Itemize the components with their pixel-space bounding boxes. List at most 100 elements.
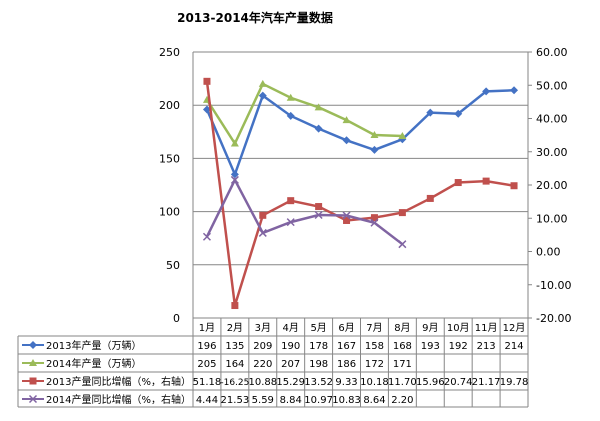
data-table-cell: 164 [225,359,244,370]
data-table-cell: 8.64 [363,395,385,406]
data-point [398,240,407,249]
legend-marker-icon [29,377,37,385]
data-point [342,116,351,124]
data-table-cell: 205 [197,359,216,370]
data-table-cell: 198 [309,359,328,370]
data-point [258,228,267,237]
left-axis-tick-label: 250 [159,46,180,59]
data-table-cell: 5.59 [252,395,274,406]
legend-marker-icon [29,359,37,366]
data-table-cell: 10.97 [304,395,333,406]
data-table-cell: 167 [337,341,356,352]
category-label: 7月 [366,322,382,334]
data-table-cell: 10.83 [332,395,361,406]
series-line-3 [205,81,515,306]
left-axis-tick-label: 0 [173,312,180,325]
data-table-cell: 196 [197,341,216,352]
data-table-cell: 51.18 [193,377,222,388]
data-point [230,170,239,179]
category-label: 8月 [394,322,410,334]
category-label: 3月 [255,322,271,334]
legend-entry: 2013年产量（万辆） [46,339,141,352]
right-axis-tick-label: 40.00 [536,113,568,126]
data-point [230,139,239,147]
data-table-cell: 171 [393,359,412,370]
category-label: 12月 [503,322,526,334]
data-point [343,216,351,224]
data-table-cell: 2.20 [391,395,413,406]
data-point [258,91,267,100]
data-point [370,130,379,138]
right-axis-tick-label: 10.00 [536,212,568,225]
data-point [342,211,351,220]
data-point [230,175,239,184]
data-table-cell: 190 [281,341,300,352]
data-point [426,194,434,202]
legend-entry: 2014产量同比增幅（%，右轴） [46,393,191,406]
category-label: 4月 [283,322,299,334]
data-point [482,87,491,96]
data-point [454,179,462,187]
data-point [231,302,239,310]
right-axis-tick-label: 30.00 [536,146,568,159]
data-table-cell: 192 [449,341,468,352]
data-point [203,77,211,85]
category-label: 9月 [422,322,438,334]
data-point [202,232,211,241]
data-point [259,211,267,219]
data-table-cell: 10.88 [248,377,277,388]
data-point [314,103,323,111]
series-line-1 [205,89,515,178]
data-point [314,124,323,133]
data-table-cell: 20.74 [444,377,473,388]
data-table-cell: 168 [393,341,412,352]
data-table-cell: 135 [225,341,244,352]
data-point [342,136,351,145]
data-point [370,214,378,222]
legend-entry: 2014年产量（万辆） [46,357,141,370]
chart-title: 2013-2014年汽车产量数据 [177,10,333,25]
left-axis-tick-label: 100 [159,206,180,219]
data-table-cell: 209 [253,341,272,352]
data-table-cell: 8.84 [280,395,302,406]
data-point [370,145,379,154]
left-axis-tick-label: 150 [159,152,180,165]
category-label: 1月 [199,322,215,334]
data-table-cell: 15.29 [276,377,305,388]
category-label: 11月 [475,322,498,334]
data-table-cell: 213 [477,341,496,352]
series-line-2 [205,82,403,147]
category-label: 5月 [310,322,326,334]
series-line-4 [205,177,404,246]
data-table-cell: -16.25 [220,378,249,388]
data-point [398,209,406,217]
data-point [426,108,435,117]
data-table-cell: 207 [281,359,300,370]
category-label: 6月 [338,322,354,334]
data-point [510,182,518,190]
data-table-cell: 4.44 [196,395,218,406]
data-point [370,218,379,227]
data-point [286,111,295,120]
right-axis-tick-label: -20.00 [536,312,571,325]
data-point [315,203,323,211]
data-point [286,218,295,227]
data-table-cell: 193 [421,341,440,352]
data-table-cell: 19.78 [500,377,529,388]
data-point [286,93,295,101]
legend-marker-icon [28,394,38,404]
data-table-cell: 178 [309,341,328,352]
data-point [314,210,323,220]
right-axis-tick-label: 60.00 [536,46,568,59]
data-table-cell: 21.17 [472,377,501,388]
data-point [482,177,490,185]
data-table-cell: 172 [365,359,384,370]
category-label: 2月 [227,322,243,334]
right-axis-tick-label: -10.00 [536,279,571,292]
left-axis-tick-label: 50 [166,259,180,272]
data-point [398,132,407,140]
right-axis-tick-label: 50.00 [536,79,568,92]
data-point [258,79,267,87]
